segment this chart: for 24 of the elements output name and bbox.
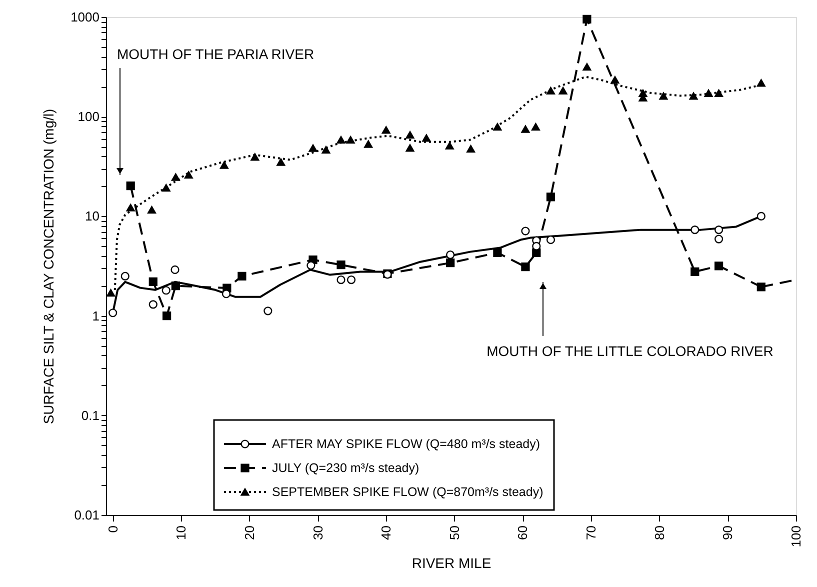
- legend-label: SEPTEMBER SPIKE FLOW (Q=870m³/s steady): [272, 485, 544, 499]
- x-tick-label: 70: [584, 526, 599, 540]
- x-tick-label: 40: [378, 526, 394, 540]
- x-tick-label: 80: [652, 526, 667, 540]
- y-tick-label: 100: [78, 109, 100, 124]
- y-tick-label: 0.1: [81, 408, 100, 423]
- x-tick-label: 50: [446, 526, 462, 540]
- x-tick-label: 10: [174, 526, 189, 540]
- x-tick-label: 60: [515, 526, 530, 540]
- y-tick-label: 1000: [70, 10, 100, 24]
- x-tick-label: 100: [788, 526, 804, 548]
- y-axis-title: SURFACE SILT & CLAY CONCENTRATION (mg/l): [40, 108, 57, 424]
- legend-label: AFTER MAY SPIKE FLOW (Q=480 m³/s steady): [272, 437, 540, 451]
- y-tick-label: 0.01: [74, 508, 100, 522]
- y-tick-label: 1: [92, 308, 100, 324]
- x-tick-label: 0: [105, 526, 120, 533]
- x-tick-label: 20: [242, 526, 257, 540]
- x-tick-label: 90: [720, 526, 736, 540]
- annotation: MOUTH OF THE PARIA RIVER: [117, 46, 314, 62]
- x-axis-title: RIVER MILE: [412, 555, 492, 572]
- annotation: MOUTH OF THE LITTLE COLORADO RIVER: [486, 343, 774, 359]
- y-tick-label: 10: [85, 208, 100, 224]
- x-tick-label: 30: [310, 526, 326, 540]
- legend-label: JULY (Q=230 m³/s steady): [272, 461, 420, 475]
